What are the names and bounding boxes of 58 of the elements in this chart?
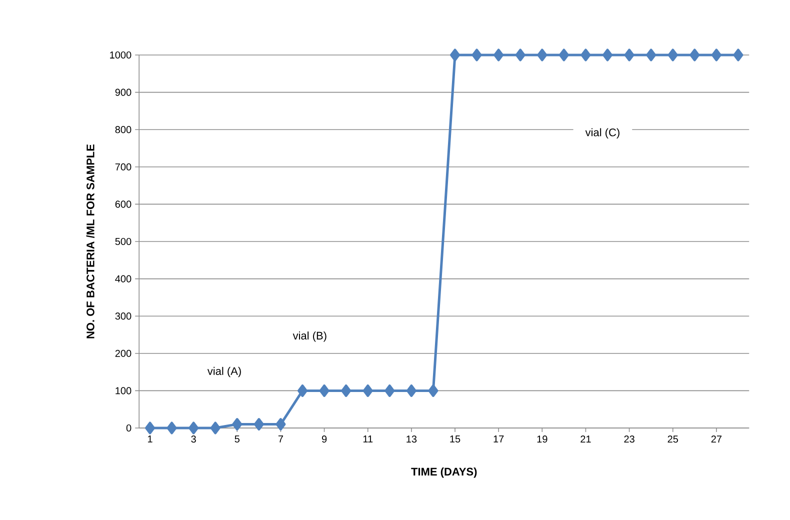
x-tick-label: 7	[278, 436, 283, 442]
x-tick-label: 13	[406, 436, 417, 443]
point	[145, 422, 155, 434]
point	[537, 48, 548, 62]
point	[406, 384, 416, 397]
y-tick-label: 0	[126, 424, 132, 432]
x-tick-label: 3	[191, 436, 196, 443]
x-tick-label: 1	[148, 436, 152, 442]
point	[646, 48, 656, 62]
x-tick-label: 11	[363, 436, 373, 442]
y-tick-label: 900	[115, 88, 132, 96]
point	[668, 48, 678, 62]
point	[384, 384, 395, 397]
point	[232, 418, 242, 431]
point	[690, 48, 700, 62]
y-tick-label: 100	[116, 387, 132, 394]
point	[450, 48, 460, 62]
point	[341, 384, 352, 397]
point	[276, 418, 286, 431]
point	[166, 422, 177, 434]
point	[319, 384, 330, 397]
y-tick-label: 700	[115, 163, 132, 170]
x-tick-label: 17	[494, 436, 504, 442]
point	[494, 48, 504, 62]
point	[472, 48, 482, 62]
point	[362, 384, 373, 397]
point	[624, 48, 634, 62]
x-axis-title: TIME (DAYS)	[411, 467, 477, 478]
y-tick-label: 800	[115, 126, 132, 134]
y-tick-label: 300	[115, 312, 132, 320]
x-tick-label: 9	[322, 436, 327, 443]
point	[580, 48, 591, 62]
y-tick-label: 200	[115, 350, 132, 357]
point	[733, 48, 744, 62]
point	[298, 384, 308, 397]
point	[515, 48, 526, 62]
point	[210, 422, 220, 434]
point	[711, 48, 722, 62]
y-tick-label: 600	[115, 200, 132, 208]
y-tick-label: 1000	[110, 51, 132, 59]
x-tick-label: 27	[711, 436, 722, 443]
annotation: vial (C)	[585, 128, 620, 138]
annotation: vial (A)	[207, 366, 241, 378]
annotation: vial (B)	[292, 331, 326, 342]
x-tick-label: 5	[234, 436, 240, 443]
y-axis-title: NO. OF BACTERIA /ML FOR SAMPLE	[86, 144, 94, 338]
x-tick-label: 15	[450, 436, 460, 443]
point	[558, 48, 569, 62]
x-tick-label: 21	[580, 436, 591, 443]
point	[602, 48, 613, 62]
y-tick-label: 500	[115, 238, 132, 246]
y-tick-label: 400	[115, 275, 132, 282]
x-tick-label: 23	[624, 436, 634, 443]
point	[254, 418, 264, 431]
point	[428, 384, 438, 397]
x-tick-label: 19	[537, 436, 548, 443]
x-tick-label: 25	[668, 436, 678, 443]
point	[188, 422, 199, 434]
